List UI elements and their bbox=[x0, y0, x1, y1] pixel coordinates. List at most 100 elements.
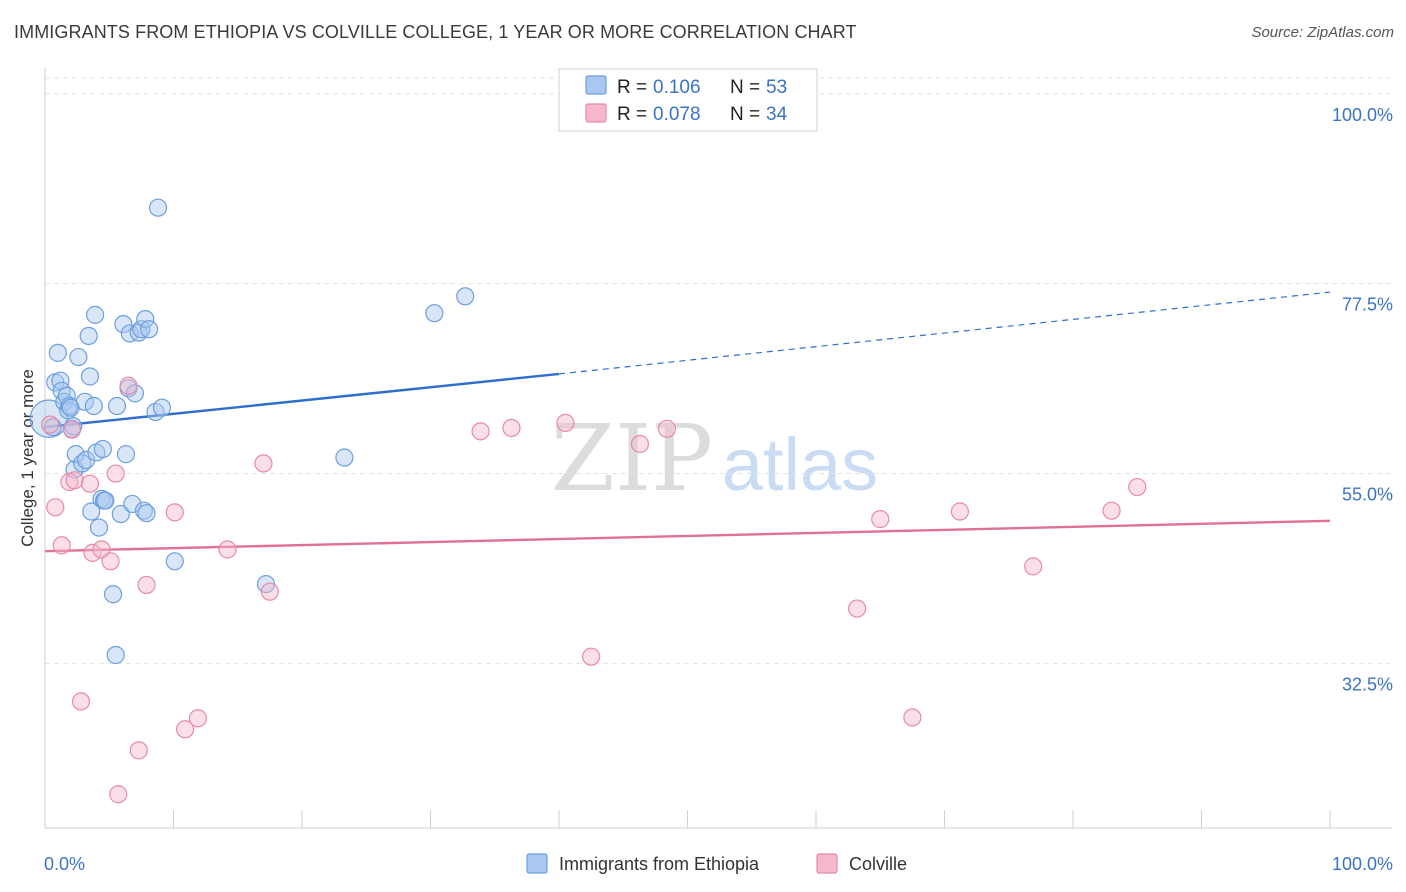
legend-n-value-blue: 53 bbox=[766, 77, 787, 98]
data-point-pink bbox=[254, 454, 273, 473]
data-point-pink bbox=[1102, 501, 1121, 520]
data-point-pink bbox=[1024, 557, 1043, 576]
data-point-pink bbox=[41, 415, 60, 434]
legend-r-label-pink: R = bbox=[617, 104, 647, 125]
legend-r-label-blue: R = bbox=[617, 77, 647, 98]
legend-r-value-blue: 0.106 bbox=[653, 77, 701, 98]
data-point-pink bbox=[71, 692, 91, 711]
data-point-blue bbox=[111, 504, 130, 524]
bottom-legend-label-ethiopia: Immigrants from Ethiopia bbox=[559, 854, 760, 874]
data-point-blue bbox=[425, 304, 444, 323]
y-tick-label: 55.0% bbox=[1342, 485, 1393, 505]
tick-labels: 32.5% 55.0% 77.5% 100.0% 0.0% 100.0% bbox=[44, 105, 1393, 874]
data-point-pink bbox=[129, 741, 148, 760]
data-point-blue bbox=[136, 309, 155, 329]
data-point-pink bbox=[218, 540, 237, 559]
data-point-blue bbox=[114, 315, 133, 334]
data-point-blue bbox=[48, 343, 67, 362]
data-point-blue bbox=[134, 501, 154, 520]
data-point-pink bbox=[188, 709, 208, 728]
data-point-blue bbox=[456, 287, 475, 306]
data-point-blue bbox=[80, 367, 100, 386]
grid-lines bbox=[45, 77, 1392, 664]
data-point-pink bbox=[903, 708, 922, 727]
data-point-blue bbox=[75, 392, 94, 411]
x-tick-label-min: 0.0% bbox=[44, 854, 85, 874]
data-point-blue bbox=[69, 347, 88, 367]
data-point-blue bbox=[335, 448, 354, 467]
data-point-pink bbox=[556, 413, 575, 433]
data-point-blue bbox=[52, 381, 71, 400]
data-point-blue bbox=[79, 326, 98, 346]
data-point-pink bbox=[119, 376, 138, 395]
watermark-atlas: atlas bbox=[722, 423, 878, 506]
data-point-pink bbox=[260, 582, 279, 601]
chart-title: IMMIGRANTS FROM ETHIOPIA VS COLVILLE COL… bbox=[14, 22, 857, 42]
legend: R = 0.106 N = 53 R = 0.078 N = 34 bbox=[558, 68, 818, 132]
data-point-blue bbox=[137, 504, 156, 523]
data-point-blue bbox=[86, 305, 105, 324]
data-point-pink bbox=[657, 419, 677, 438]
data-point-blue bbox=[139, 320, 159, 339]
data-point-pink bbox=[62, 420, 82, 439]
data-point-blue bbox=[84, 396, 103, 416]
trend-line-blue bbox=[44, 372, 560, 429]
data-point-pink bbox=[101, 552, 120, 571]
data-point-blue bbox=[152, 398, 172, 417]
data-point-pink bbox=[471, 422, 490, 441]
trend-line-pink bbox=[44, 519, 1331, 553]
data-point-blue bbox=[125, 384, 145, 403]
data-point-blue bbox=[89, 518, 109, 537]
data-point-pink bbox=[109, 785, 128, 804]
data-point-blue bbox=[96, 491, 115, 510]
data-points bbox=[29, 198, 1147, 804]
x-tick-label-max: 100.0% bbox=[1332, 854, 1393, 874]
axes bbox=[44, 68, 1392, 829]
data-point-pink bbox=[52, 536, 71, 555]
data-point-blue bbox=[148, 198, 168, 217]
data-point-blue bbox=[165, 552, 184, 571]
bottom-legend-swatch-colville bbox=[816, 853, 838, 874]
data-point-pink bbox=[950, 502, 970, 521]
data-point-pink bbox=[65, 471, 84, 490]
data-point-blue bbox=[116, 445, 136, 464]
data-point-blue bbox=[107, 396, 127, 416]
data-point-pink bbox=[106, 464, 125, 483]
data-point-pink bbox=[502, 418, 521, 438]
data-point-pink bbox=[848, 599, 867, 618]
legend-n-value-pink: 34 bbox=[766, 104, 788, 125]
data-point-pink bbox=[582, 647, 601, 666]
bottom-legend-label-colville: Colville bbox=[849, 854, 907, 874]
data-point-blue bbox=[93, 439, 112, 459]
data-point-pink bbox=[1128, 477, 1147, 497]
data-point-blue bbox=[123, 494, 142, 514]
data-point-blue bbox=[82, 502, 101, 521]
data-point-blue bbox=[106, 645, 125, 665]
data-point-pink bbox=[80, 474, 100, 493]
data-point-pink bbox=[137, 575, 156, 595]
data-point-blue bbox=[77, 450, 96, 470]
trend-extension-blue bbox=[558, 291, 1331, 375]
data-point-pink bbox=[46, 498, 65, 517]
trend-lines bbox=[44, 291, 1331, 553]
data-point-pink bbox=[630, 434, 650, 454]
y-tick-label: 77.5% bbox=[1342, 295, 1393, 315]
watermark: ZIP atlas bbox=[551, 405, 878, 512]
y-tick-label: 32.5% bbox=[1342, 674, 1393, 694]
data-point-pink bbox=[871, 510, 890, 529]
source-label: Source: ZipAtlas.com bbox=[1251, 24, 1394, 41]
data-point-blue bbox=[104, 585, 123, 604]
data-point-blue bbox=[43, 418, 62, 437]
legend-n-label-pink: N = bbox=[730, 104, 760, 125]
legend-n-label-blue: N = bbox=[730, 77, 760, 98]
data-point-pink bbox=[175, 720, 195, 739]
data-point-pink bbox=[165, 503, 184, 522]
watermark-zip: ZIP bbox=[551, 405, 713, 512]
legend-swatch-blue bbox=[585, 75, 607, 95]
legend-r-value-pink: 0.078 bbox=[653, 104, 701, 125]
bottom-legend-swatch-ethiopia bbox=[526, 853, 548, 874]
bottom-legend: Immigrants from Ethiopia Colville bbox=[526, 853, 907, 874]
data-point-blue bbox=[66, 445, 85, 464]
y-tick-label: 100.0% bbox=[1332, 105, 1393, 125]
